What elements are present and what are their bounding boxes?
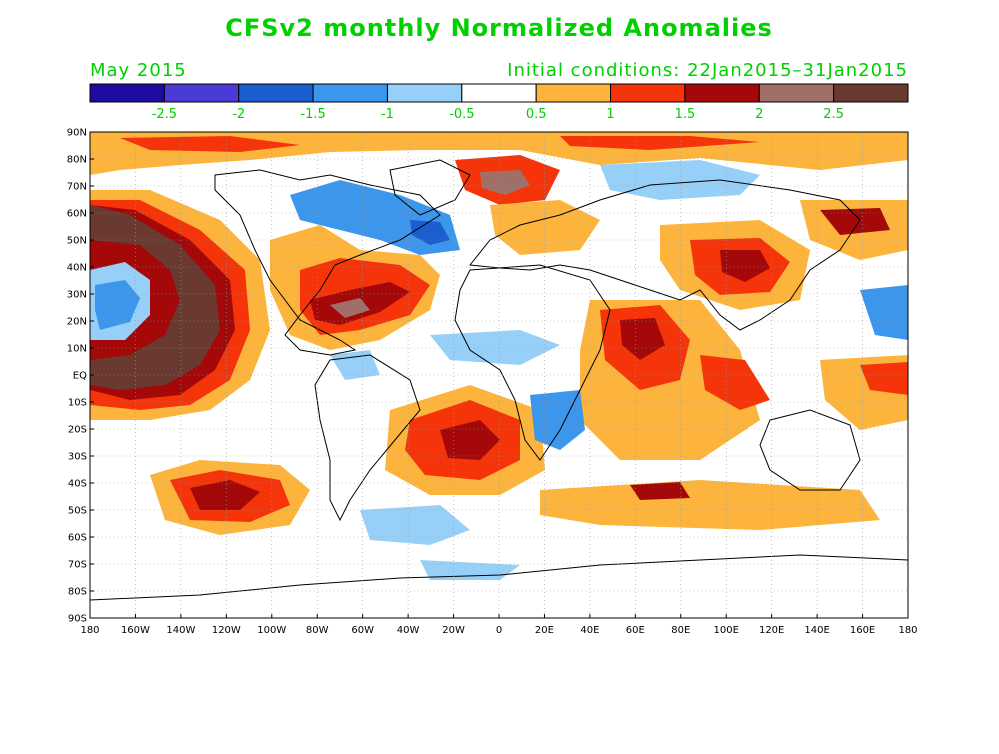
lon-tick-label: 60W: [351, 625, 374, 636]
lon-tick-label: 100W: [257, 625, 286, 636]
colorbar-tick-label: 1: [606, 107, 614, 122]
lat-tick-label: 60S: [68, 533, 87, 544]
lon-tick-label: 40E: [580, 625, 599, 636]
lon-axis: 180 160W 140W 120W 100W 80W 60W 40W 20W 0 20E 40E 60…: [80, 614, 918, 636]
colorbar-tick-label: -2: [232, 107, 245, 122]
anomaly-region: [620, 318, 665, 360]
lon-tick-label: 20W: [442, 625, 465, 636]
colorbar-swatch: [833, 83, 909, 103]
lon-tick-label: 140W: [166, 625, 195, 636]
lat-tick-label: 70S: [68, 560, 87, 571]
colorbar-tick-label: 2.5: [823, 107, 844, 122]
lon-tick-label: 120E: [759, 625, 784, 636]
colorbar: -2.5 -2 -1.5 -1 -0.5 0.5 1 1.5 2 2.5: [89, 83, 909, 122]
anomaly-region: [540, 480, 880, 530]
anomaly-region: [560, 136, 760, 150]
anomaly-region: [330, 350, 380, 380]
anomaly-region: [530, 390, 585, 450]
lat-tick-label: 50N: [67, 236, 87, 247]
anomaly-region: [820, 208, 890, 235]
lon-tick-label: 180: [80, 625, 99, 636]
lat-tick-label: 80N: [67, 155, 87, 166]
anomaly-region: [600, 160, 760, 200]
lat-tick-label: 30N: [67, 290, 87, 301]
lon-tick-label: 80W: [306, 625, 329, 636]
anomaly-region: [720, 250, 770, 282]
forecast-month: May 2015: [90, 60, 187, 81]
colorbar-tick-label: 2: [755, 107, 763, 122]
lat-tick-label: 50S: [68, 506, 87, 517]
anomaly-region: [490, 200, 600, 255]
anomaly-region: [860, 362, 908, 395]
colorbar-swatch: [163, 83, 240, 103]
colorbar-swatch: [610, 83, 686, 103]
lon-tick-label: 160E: [850, 625, 875, 636]
colorbar-tick-label: 1.5: [675, 107, 696, 122]
colorbar-swatch: [461, 83, 537, 103]
anomaly-field: [90, 132, 908, 580]
lat-tick-label: 10S: [68, 398, 87, 409]
lat-tick-label: 20N: [67, 317, 87, 328]
colorbar-tick-label: -1.5: [300, 107, 325, 122]
anomaly-region: [700, 355, 770, 410]
anomaly-region: [120, 136, 300, 152]
chart-title: CFSv2 monthly Normalized Anomalies: [225, 14, 773, 42]
colorbar-tick-label: -0.5: [449, 107, 474, 122]
lat-tick-label: 80S: [68, 587, 87, 598]
anomaly-region: [630, 482, 690, 500]
colorbar-swatch: [758, 83, 835, 103]
lon-tick-label: 160W: [121, 625, 150, 636]
colorbar-tick-label: -1: [381, 107, 394, 122]
lat-tick-label: 10N: [67, 344, 87, 355]
anomaly-region: [90, 205, 220, 390]
colorbar-swatch: [684, 83, 760, 103]
colorbar-swatch: [89, 83, 165, 103]
lon-tick-label: 20E: [535, 625, 554, 636]
lat-tick-label: 20S: [68, 425, 87, 436]
grid-lines: [90, 132, 908, 618]
colorbar-tick-label: 0.5: [526, 107, 547, 122]
lon-tick-label: 120W: [212, 625, 241, 636]
lat-tick-label: 60N: [67, 209, 87, 220]
anomaly-region: [360, 505, 470, 545]
lon-tick-label: 140E: [804, 625, 829, 636]
anomaly-map: 90N 80N 70N 60N 50N 40N 30N 20N 10N EQ 10S 20S 30S 40…: [67, 128, 918, 637]
anomaly-region: [430, 330, 560, 365]
lat-tick-label: 90S: [68, 614, 87, 625]
anomaly-region: [480, 170, 530, 195]
anomaly-region: [95, 280, 140, 330]
lon-tick-label: 100E: [714, 625, 739, 636]
anomaly-region: [330, 298, 370, 318]
colorbar-swatch: [386, 83, 463, 103]
anomaly-region: [860, 285, 908, 340]
lon-tick-label: 180: [898, 625, 917, 636]
lat-tick-label: EQ: [73, 371, 87, 382]
lon-tick-label: 40W: [397, 625, 420, 636]
colorbar-tick-label: -2.5: [152, 107, 177, 122]
colorbar-swatch: [238, 83, 314, 103]
lat-tick-label: 30S: [68, 452, 87, 463]
colorbar-swatch: [535, 83, 612, 103]
lon-tick-label: 60E: [626, 625, 645, 636]
lon-tick-label: 0: [496, 625, 502, 636]
lat-tick-label: 90N: [67, 128, 87, 139]
initial-conditions: Initial conditions: 22Jan2015–31Jan2015: [507, 60, 908, 81]
anomaly-region: [190, 480, 260, 510]
lat-axis: 90N 80N 70N 60N 50N 40N 30N 20N 10N EQ 10S 20S 30S 40…: [67, 128, 94, 625]
lat-tick-label: 40S: [68, 479, 87, 490]
anomaly-region: [440, 420, 500, 460]
anomaly-region: [410, 220, 450, 245]
lon-tick-label: 80E: [671, 625, 690, 636]
colorbar-swatch: [312, 83, 388, 103]
lat-tick-label: 70N: [67, 182, 87, 193]
coastlines: [90, 159, 908, 618]
lat-tick-label: 40N: [67, 263, 87, 274]
